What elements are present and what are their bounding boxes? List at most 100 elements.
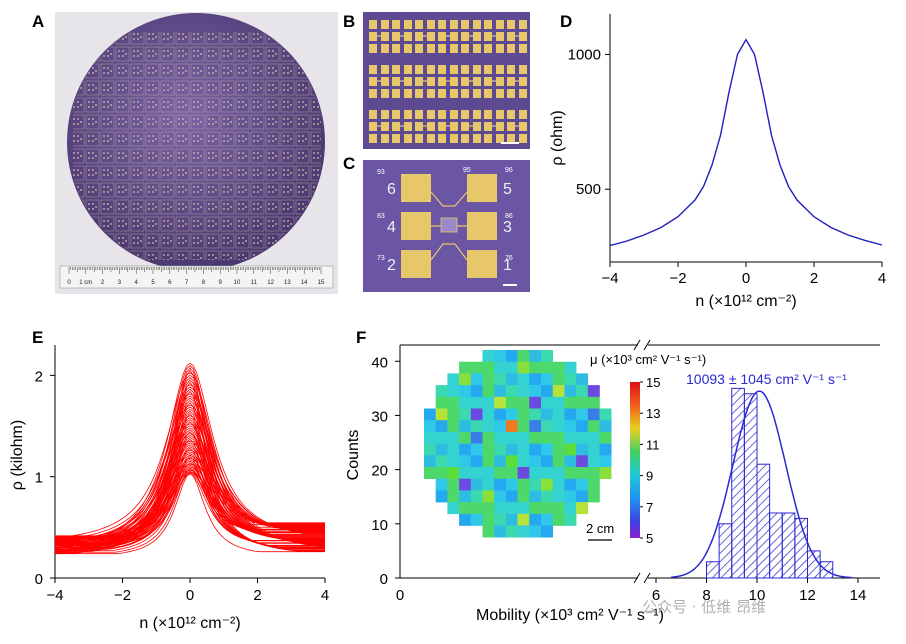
pad-4: [401, 212, 431, 240]
ruler-label: 2: [101, 280, 105, 286]
map-cell: [470, 443, 483, 456]
map-cell: [541, 420, 553, 433]
gold-pad: [415, 110, 423, 119]
x-axis-label: n (×10¹² cm⁻²): [695, 293, 796, 310]
map-cell: [552, 467, 565, 479]
map-cell: [470, 478, 483, 491]
map-cell: [494, 396, 507, 409]
map-cell: [435, 478, 448, 491]
map-cell: [424, 420, 436, 433]
map-cell: [459, 396, 472, 409]
map-cell: [517, 455, 530, 468]
map-cell: [552, 490, 565, 503]
map-cell: [482, 502, 495, 515]
gold-pad: [427, 89, 435, 98]
pad-5: [467, 174, 497, 202]
map-cell: [447, 373, 460, 386]
gold-pad: [507, 32, 515, 41]
gold-pad: [484, 110, 492, 119]
map-cell: [447, 490, 460, 503]
x-tick-label: 0: [742, 270, 750, 287]
y-tick-label: 1000: [568, 46, 601, 63]
ruler-label: 3: [118, 280, 122, 286]
map-cell: [564, 513, 577, 526]
map-cell: [529, 396, 542, 409]
gold-pad: [427, 20, 435, 29]
x-tick-label: 6: [652, 587, 660, 604]
gold-pad: [369, 77, 377, 86]
map-cell: [564, 420, 577, 433]
map-cell: [552, 385, 565, 398]
map-cell: [494, 490, 507, 503]
y-axis-label: ρ (kilohm): [9, 420, 26, 490]
map-cell: [447, 502, 460, 515]
device-array-drawing: [369, 20, 527, 144]
map-cell: [552, 408, 565, 421]
gold-pad: [438, 32, 446, 41]
map-cell: [470, 455, 483, 468]
ruler-label: 5: [151, 280, 155, 286]
map-cell: [564, 361, 577, 374]
map-cell: [552, 373, 565, 386]
y-tick-label: 0: [380, 571, 388, 588]
map-cell: [576, 373, 589, 386]
gold-pad: [507, 134, 515, 143]
map-cell: [505, 478, 518, 491]
gold-pad: [427, 65, 435, 74]
histogram-bar: [781, 512, 796, 579]
histogram-bar: [706, 561, 720, 579]
gold-pad: [473, 77, 481, 86]
histogram-bar: [743, 393, 758, 579]
map-cell: [517, 408, 530, 421]
pad-number: 73: [377, 255, 385, 262]
map-cell: [470, 490, 483, 503]
map-cell: [459, 420, 472, 433]
map-cell: [552, 361, 565, 374]
gold-pad: [461, 122, 469, 131]
gold-pad: [404, 122, 412, 131]
map-cell: [505, 350, 518, 362]
watermark: 公众号 · 低维 昂维: [642, 598, 767, 616]
x-axis-label: n (×10¹² cm⁻²): [139, 615, 240, 632]
panel-label-c: C: [343, 154, 356, 173]
gold-pad: [438, 44, 446, 53]
map-cell: [576, 478, 589, 491]
gold-pad: [450, 110, 458, 119]
histogram-bar: [731, 387, 745, 579]
map-cell: [517, 420, 530, 433]
map-cell: [459, 513, 472, 526]
gold-pad: [404, 65, 412, 74]
map-cell: [470, 385, 483, 398]
map-cell: [541, 490, 553, 503]
map-cell: [470, 396, 483, 409]
ruler-label: 14: [301, 280, 308, 286]
x-tick-label: 0: [186, 587, 194, 604]
device-curve: [55, 406, 325, 543]
gold-pad: [381, 65, 389, 74]
map-cell: [505, 525, 518, 538]
map-cell: [435, 455, 448, 468]
map-cell: [552, 478, 565, 491]
map-cell: [482, 350, 495, 362]
pad-label: 4: [387, 219, 396, 236]
device-curve: [55, 468, 325, 553]
map-cell: [482, 420, 495, 433]
map-cell: [564, 478, 577, 491]
map-cell: [505, 513, 518, 526]
map-cell: [552, 513, 565, 526]
y-tick-label: 0: [35, 571, 43, 588]
wafer-photo: 0 1 cm 2 3 4 5 6 7 8 9 10 11 12 13 14 15: [55, 12, 338, 294]
map-cell: [459, 455, 472, 468]
gold-pad: [404, 20, 412, 29]
x-tick-label: 8: [702, 587, 710, 604]
gold-pad: [427, 134, 435, 143]
y-axis-label: Counts: [345, 430, 362, 481]
gold-pad: [381, 134, 389, 143]
map-cell: [482, 385, 495, 398]
gold-pad: [461, 77, 469, 86]
x-tick-label: 4: [878, 270, 886, 287]
chart-e: −4 −2 0 2 4 0 1 2 n (×10¹² cm⁻²) ρ (kilohm): [9, 345, 329, 632]
gold-pad: [392, 122, 400, 131]
colorbar: [630, 382, 640, 538]
map-cell: [482, 467, 495, 479]
